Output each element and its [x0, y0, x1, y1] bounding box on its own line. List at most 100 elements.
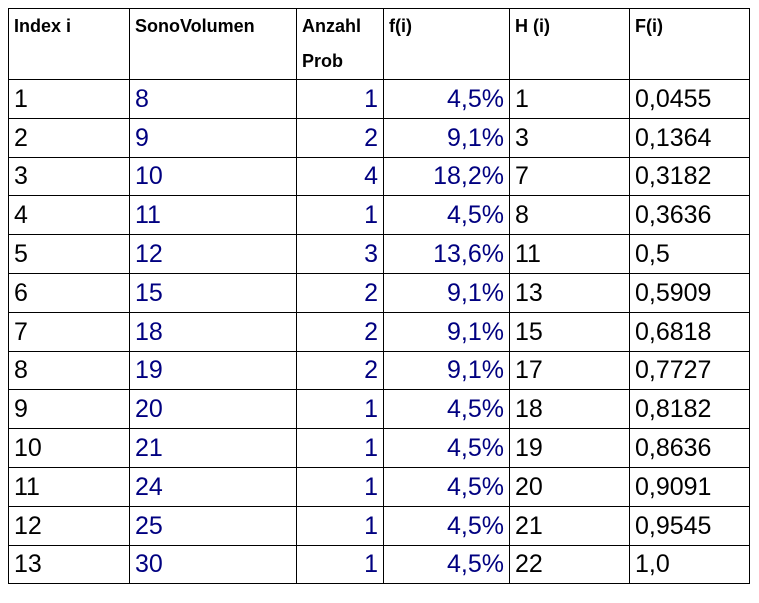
- cell-cumulative-absolute: 15: [509, 311, 630, 352]
- cell-sono-volumen: 15: [129, 272, 297, 313]
- header-anzahl-line2: Prob: [302, 51, 344, 71]
- cell-cumulative-relative: 0,6818: [629, 311, 750, 352]
- cell-cumulative-relative: 0,5: [629, 234, 750, 274]
- cell-anzahl-prob: 2: [296, 350, 384, 391]
- cell-relative-frequency: 4,5%: [383, 505, 510, 546]
- cell-cumulative-absolute: 19: [509, 428, 630, 468]
- cell-index: 7: [8, 311, 130, 352]
- cell-index: 4: [8, 195, 130, 236]
- header-cumulative-relative: F(i): [629, 8, 750, 80]
- cell-relative-frequency: 4,5%: [383, 79, 510, 119]
- cell-sono-volumen: 21: [129, 428, 297, 468]
- cell-relative-frequency: 18,2%: [383, 156, 510, 197]
- cell-sono-volumen: 11: [129, 195, 297, 236]
- cell-anzahl-prob: 2: [296, 311, 384, 352]
- cell-anzahl-prob: 2: [296, 272, 384, 313]
- cell-cumulative-relative: 0,9545: [629, 505, 750, 546]
- cell-anzahl-prob: 3: [296, 234, 384, 274]
- cell-anzahl-prob: 1: [296, 466, 384, 507]
- cell-sono-volumen: 25: [129, 505, 297, 546]
- frequency-table: Index i SonoVolumen Anzahl Prob f(i) H (…: [8, 8, 750, 585]
- header-relative-frequency: f(i): [383, 8, 510, 80]
- cell-anzahl-prob: 1: [296, 389, 384, 430]
- cell-cumulative-relative: 0,3636: [629, 195, 750, 236]
- cell-relative-frequency: 4,5%: [383, 466, 510, 507]
- header-sono-volumen: SonoVolumen: [129, 8, 297, 80]
- cell-sono-volumen: 19: [129, 350, 297, 391]
- cell-cumulative-absolute: 18: [509, 389, 630, 430]
- cell-cumulative-absolute: 21: [509, 505, 630, 546]
- cell-relative-frequency: 4,5%: [383, 428, 510, 468]
- cell-relative-frequency: 9,1%: [383, 350, 510, 391]
- cell-relative-frequency: 13,6%: [383, 234, 510, 274]
- cell-cumulative-absolute: 20: [509, 466, 630, 507]
- cell-cumulative-relative: 1,0: [629, 544, 750, 585]
- header-anzahl-line1: Anzahl: [302, 16, 362, 36]
- cell-cumulative-absolute: 7: [509, 156, 630, 197]
- cell-relative-frequency: 4,5%: [383, 544, 510, 585]
- cell-cumulative-absolute: 11: [509, 234, 630, 274]
- table-row: 3 10 4 18,2% 7 0,3182: [8, 156, 750, 197]
- cell-cumulative-relative: 0,5909: [629, 272, 750, 313]
- cell-index: 8: [8, 350, 130, 391]
- cell-cumulative-relative: 0,9091: [629, 466, 750, 507]
- cell-sono-volumen: 20: [129, 389, 297, 430]
- cell-index: 12: [8, 505, 130, 546]
- table-row: 7 18 2 9,1% 15 0,6818: [8, 311, 750, 352]
- cell-cumulative-relative: 0,3182: [629, 156, 750, 197]
- cell-cumulative-absolute: 22: [509, 544, 630, 585]
- cell-anzahl-prob: 2: [296, 117, 384, 158]
- table-row: 4 11 1 4,5% 8 0,3636: [8, 195, 750, 236]
- cell-sono-volumen: 30: [129, 544, 297, 585]
- cell-relative-frequency: 9,1%: [383, 117, 510, 158]
- cell-index: 13: [8, 544, 130, 585]
- cell-anzahl-prob: 1: [296, 544, 384, 585]
- cell-anzahl-prob: 4: [296, 156, 384, 197]
- table-row: 8 19 2 9,1% 17 0,7727: [8, 350, 750, 391]
- cell-sono-volumen: 18: [129, 311, 297, 352]
- table-body: 1 8 1 4,5% 1 0,0455 2 9 2 9,1% 3 0,1364 3 10 4 18,2% 7 0,…: [8, 79, 750, 585]
- cell-relative-frequency: 4,5%: [383, 389, 510, 430]
- header-cumulative-absolute: H (i): [509, 8, 630, 80]
- cell-cumulative-relative: 0,8182: [629, 389, 750, 430]
- table-row: 6 15 2 9,1% 13 0,5909: [8, 272, 750, 313]
- cell-relative-frequency: 9,1%: [383, 311, 510, 352]
- table-row: 11 24 1 4,5% 20 0,9091: [8, 466, 750, 507]
- header-anzahl-prob: Anzahl Prob: [296, 8, 384, 80]
- cell-cumulative-absolute: 13: [509, 272, 630, 313]
- table-row: 2 9 2 9,1% 3 0,1364: [8, 117, 750, 158]
- cell-cumulative-absolute: 3: [509, 117, 630, 158]
- cell-sono-volumen: 24: [129, 466, 297, 507]
- cell-cumulative-relative: 0,0455: [629, 79, 750, 119]
- cell-index: 5: [8, 234, 130, 274]
- cell-index: 1: [8, 79, 130, 119]
- cell-index: 11: [8, 466, 130, 507]
- cell-cumulative-relative: 0,8636: [629, 428, 750, 468]
- cell-index: 9: [8, 389, 130, 430]
- cell-cumulative-relative: 0,7727: [629, 350, 750, 391]
- cell-index: 3: [8, 156, 130, 197]
- cell-relative-frequency: 9,1%: [383, 272, 510, 313]
- cell-anzahl-prob: 1: [296, 505, 384, 546]
- table-row: 12 25 1 4,5% 21 0,9545: [8, 505, 750, 546]
- header-index: Index i: [8, 8, 130, 80]
- cell-cumulative-absolute: 8: [509, 195, 630, 236]
- table-row: 1 8 1 4,5% 1 0,0455: [8, 79, 750, 119]
- cell-anzahl-prob: 1: [296, 195, 384, 236]
- table-row: 10 21 1 4,5% 19 0,8636: [8, 428, 750, 468]
- cell-sono-volumen: 8: [129, 79, 297, 119]
- header-row: Index i SonoVolumen Anzahl Prob f(i) H (…: [8, 8, 750, 80]
- cell-sono-volumen: 10: [129, 156, 297, 197]
- cell-sono-volumen: 9: [129, 117, 297, 158]
- cell-anzahl-prob: 1: [296, 428, 384, 468]
- cell-index: 10: [8, 428, 130, 468]
- cell-index: 2: [8, 117, 130, 158]
- table-row: 5 12 3 13,6% 11 0,5: [8, 234, 750, 274]
- cell-index: 6: [8, 272, 130, 313]
- cell-cumulative-absolute: 1: [509, 79, 630, 119]
- cell-anzahl-prob: 1: [296, 79, 384, 119]
- cell-cumulative-relative: 0,1364: [629, 117, 750, 158]
- cell-relative-frequency: 4,5%: [383, 195, 510, 236]
- table-row: 13 30 1 4,5% 22 1,0: [8, 544, 750, 585]
- cell-cumulative-absolute: 17: [509, 350, 630, 391]
